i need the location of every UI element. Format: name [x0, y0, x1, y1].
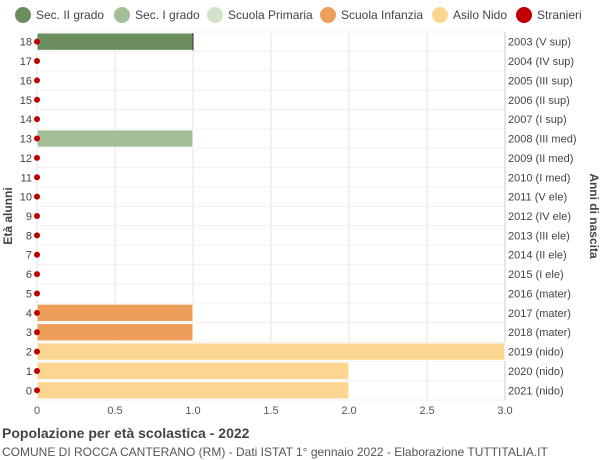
stranieri-point	[34, 290, 40, 297]
stranieri-point	[34, 58, 40, 65]
y-tick-label: 12	[20, 153, 32, 165]
legend-item: Stranieri	[516, 7, 582, 23]
y-tick-label: 18	[20, 37, 32, 49]
stranieri-point	[34, 96, 40, 103]
year-tick-label: 2004 (IV sup)	[508, 56, 574, 68]
stranieri-point	[34, 116, 40, 123]
year-tick-label: 2009 (II med)	[508, 153, 573, 165]
stranieri-point	[34, 367, 40, 374]
year-tick-label: 2012 (IV ele)	[508, 211, 571, 223]
y-axis-right-title: Anni di nascita	[587, 173, 600, 259]
x-tick-label: 2.5	[419, 405, 434, 417]
year-tick-label: 2003 (V sup)	[508, 37, 571, 49]
x-tick-label: 1.5	[263, 405, 278, 417]
legend-swatch	[15, 7, 31, 23]
legend-item: Scuola Primaria	[207, 7, 313, 23]
year-tick-label: 2013 (III ele)	[508, 230, 570, 242]
bar	[36, 303, 194, 323]
bar	[36, 32, 194, 51]
year-tick-label: 2017 (mater)	[508, 308, 571, 320]
year-tick-label: 2010 (I med)	[508, 172, 570, 184]
legend-swatch	[320, 7, 336, 23]
y-tick-label: 7	[26, 250, 32, 262]
year-tick-label: 2020 (nido)	[508, 366, 564, 378]
x-tick-label: 2.0	[341, 405, 356, 417]
legend-swatch	[432, 7, 448, 23]
x-tick-label: 0.5	[107, 405, 122, 417]
legend-item: Asilo Nido	[432, 7, 507, 23]
legend-swatch	[516, 7, 532, 23]
y-tick-label: 2	[26, 347, 32, 359]
y-tick-label: 8	[26, 230, 32, 242]
y-tick-label: 3	[26, 327, 32, 339]
x-tick-label: 0	[34, 405, 40, 417]
bar	[36, 381, 350, 400]
bar	[36, 342, 506, 361]
legend-label: Sec. II grado	[36, 8, 105, 22]
y-tick-label: 14	[20, 114, 32, 126]
y-tick-label: 16	[20, 75, 32, 87]
y-tick-label: 0	[26, 385, 32, 397]
year-tick-label: 2005 (III sup)	[508, 75, 573, 87]
y-tick-label: 5	[26, 288, 32, 300]
legend-label: Asilo Nido	[453, 8, 508, 22]
year-tick-label: 2016 (mater)	[508, 288, 571, 300]
legend-swatch	[114, 7, 130, 23]
year-tick-label: 2014 (II ele)	[508, 250, 567, 262]
y-tick-label: 10	[20, 192, 32, 204]
stranieri-point	[34, 154, 40, 161]
legend-item: Sec. II grado	[15, 7, 104, 23]
year-tick-label: 2006 (II sup)	[508, 95, 570, 107]
stranieri-point	[34, 387, 40, 394]
chart-title: Popolazione per età scolastica - 2022	[2, 425, 250, 441]
year-tick-label: 2015 (I ele)	[508, 269, 564, 281]
y-axis-title: Età alunni	[1, 187, 15, 244]
legend-label: Scuola Infanzia	[341, 8, 424, 22]
legend-label: Sec. I grado	[135, 8, 200, 22]
year-tick-label: 2008 (III med)	[508, 134, 576, 146]
stranieri-point	[34, 135, 40, 142]
year-tick-label: 2018 (mater)	[508, 327, 571, 339]
y-tick-label: 11	[21, 172, 32, 184]
chart-subtitle: COMUNE DI ROCCA CANTERANO (RM) - Dati IS…	[2, 445, 548, 459]
stranieri-point	[34, 309, 40, 316]
legend-swatch	[207, 7, 223, 23]
x-tick-label: 1.0	[185, 405, 200, 417]
legend-item: Sec. I grado	[114, 7, 200, 23]
stranieri-point	[34, 38, 40, 45]
y-tick-label: 4	[26, 308, 32, 320]
year-tick-label: 2019 (nido)	[508, 347, 564, 359]
bar	[36, 129, 194, 148]
x-tick-label: 3.0	[497, 405, 512, 417]
year-tick-label: 2011 (V ele)	[508, 192, 567, 204]
stranieri-point	[34, 174, 40, 181]
y-tick-label: 13	[20, 134, 32, 146]
stranieri-point	[34, 193, 40, 200]
y-tick-label: 9	[26, 211, 32, 223]
year-tick-label: 2007 (I sup)	[508, 114, 567, 126]
stranieri-point	[34, 271, 40, 278]
legend: Sec. II grado Sec. I grado Scuola Primaria…	[0, 0, 600, 34]
y-tick-label: 1	[26, 366, 32, 378]
legend-label: Stranieri	[537, 8, 582, 22]
chart: 0 0.5 1.0 1.5 2.0 2.5 3.018 2003 (V sup)17 2004 …	[1, 31, 600, 417]
legend-label: Scuola Primaria	[228, 8, 313, 22]
stranieri-point	[34, 348, 40, 355]
stranieri-point	[34, 213, 40, 219]
y-tick-label: 17	[20, 56, 32, 68]
bar	[36, 323, 194, 342]
stranieri-point	[34, 77, 40, 84]
year-tick-label: 2021 (nido)	[508, 385, 564, 397]
stranieri-point	[34, 251, 40, 258]
y-tick-label: 6	[26, 269, 32, 281]
bar	[36, 361, 350, 381]
y-tick-label: 15	[20, 95, 32, 107]
stranieri-point	[34, 232, 40, 239]
legend-item: Scuola Infanzia	[320, 7, 423, 23]
stranieri-point	[34, 329, 40, 336]
